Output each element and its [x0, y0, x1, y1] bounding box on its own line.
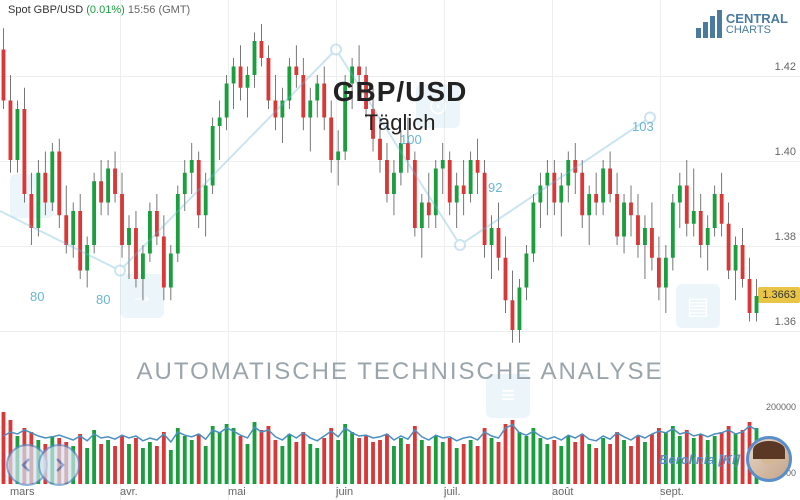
y-axis: 1.361.381.401.4250000200000 — [760, 24, 800, 464]
period-label: Täglich — [333, 110, 468, 136]
header-info: Spot GBP/USD (0.01%) 15:56 (GMT) — [8, 4, 190, 16]
pct-change: (0.01%) — [86, 4, 125, 16]
pair-name: GBP/USD — [333, 76, 468, 108]
chart-title: GBP/USD Täglich — [333, 76, 468, 136]
nav-next-button[interactable] — [38, 444, 80, 486]
x-axis: marsavr.maijuinjuil.aoûtsept. — [0, 484, 760, 500]
ai-name: Berolinia [KI] — [659, 452, 740, 467]
ai-avatar-icon — [746, 436, 792, 482]
logo-text: CENTRAL CHARTS — [726, 12, 788, 36]
analysis-banner: AUTOMATISCHE TECHNISCHE ANALYSE — [137, 358, 664, 386]
current-price-tag: 1.3663 — [758, 287, 800, 303]
ai-assistant-badge[interactable]: Berolinia [KI] — [659, 436, 792, 482]
logo-icon — [694, 8, 722, 40]
timestamp: 15:56 (GMT) — [128, 4, 190, 16]
nav-arrows — [6, 444, 80, 486]
brand-logo[interactable]: CENTRAL CHARTS — [694, 8, 788, 40]
symbol-name: Spot GBP/USD — [8, 4, 83, 16]
